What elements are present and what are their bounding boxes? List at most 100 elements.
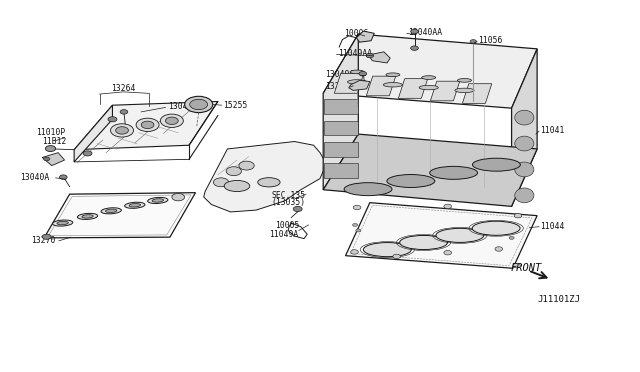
Ellipse shape (348, 80, 367, 84)
Text: SEC.135: SEC.135 (271, 191, 305, 200)
Ellipse shape (344, 183, 392, 196)
Text: 13040A: 13040A (168, 102, 197, 111)
Ellipse shape (515, 136, 534, 151)
Circle shape (141, 121, 154, 129)
Ellipse shape (419, 85, 438, 90)
Ellipse shape (458, 78, 472, 82)
Text: 11010P: 11010P (36, 128, 65, 137)
Text: (13035): (13035) (271, 198, 305, 207)
Circle shape (184, 96, 212, 113)
Circle shape (172, 193, 184, 201)
Circle shape (83, 151, 92, 156)
Text: J11101ZJ: J11101ZJ (537, 295, 580, 304)
Ellipse shape (52, 220, 73, 226)
Ellipse shape (455, 88, 474, 93)
Ellipse shape (224, 180, 250, 192)
Bar (324, 163, 358, 178)
Bar (324, 121, 358, 135)
Circle shape (213, 178, 228, 187)
Polygon shape (346, 203, 537, 268)
Ellipse shape (77, 213, 98, 219)
Circle shape (189, 99, 207, 110)
Ellipse shape (429, 166, 477, 179)
Text: 11056: 11056 (478, 36, 503, 45)
Ellipse shape (387, 174, 435, 187)
Circle shape (116, 127, 129, 134)
Ellipse shape (515, 162, 534, 177)
Ellipse shape (472, 158, 520, 171)
Ellipse shape (129, 203, 141, 207)
Text: 13040AA: 13040AA (408, 28, 442, 37)
Text: 13281: 13281 (325, 82, 349, 91)
Polygon shape (42, 153, 65, 166)
Text: 10006: 10006 (344, 29, 369, 38)
Circle shape (513, 263, 520, 268)
Circle shape (166, 117, 178, 125)
Polygon shape (463, 84, 492, 103)
Ellipse shape (125, 202, 145, 208)
Text: 13264: 13264 (111, 84, 136, 93)
Circle shape (42, 234, 51, 239)
Ellipse shape (258, 178, 280, 187)
Circle shape (356, 229, 361, 232)
Ellipse shape (101, 208, 122, 214)
Text: 11044: 11044 (540, 221, 564, 231)
Ellipse shape (515, 110, 534, 125)
Circle shape (366, 53, 374, 58)
Ellipse shape (148, 198, 168, 203)
Polygon shape (398, 78, 428, 98)
Polygon shape (49, 195, 191, 235)
Ellipse shape (515, 188, 534, 203)
Ellipse shape (82, 215, 93, 218)
Circle shape (444, 250, 452, 255)
Circle shape (393, 254, 401, 259)
Ellipse shape (436, 228, 484, 243)
Text: 13270: 13270 (31, 236, 56, 246)
Polygon shape (349, 80, 370, 90)
Circle shape (60, 175, 67, 179)
Polygon shape (370, 52, 390, 63)
Text: 11049AA: 11049AA (338, 49, 372, 58)
Ellipse shape (106, 209, 117, 212)
Circle shape (120, 110, 128, 114)
Ellipse shape (399, 235, 447, 250)
Polygon shape (366, 76, 396, 96)
Circle shape (495, 247, 502, 251)
Polygon shape (74, 105, 113, 162)
Circle shape (470, 39, 476, 43)
Circle shape (161, 114, 183, 128)
Circle shape (239, 161, 254, 170)
Text: 11B12: 11B12 (42, 137, 67, 146)
Bar (324, 142, 358, 157)
Circle shape (353, 224, 358, 227)
Polygon shape (334, 74, 364, 93)
Ellipse shape (364, 243, 412, 257)
Text: 15255: 15255 (223, 101, 247, 110)
Circle shape (514, 214, 522, 218)
Polygon shape (356, 31, 374, 42)
Text: 10005: 10005 (275, 221, 300, 230)
Circle shape (111, 124, 134, 137)
Polygon shape (430, 81, 460, 101)
Circle shape (444, 204, 452, 209)
Polygon shape (204, 141, 326, 212)
Polygon shape (511, 49, 537, 206)
Ellipse shape (57, 221, 68, 225)
Circle shape (411, 46, 419, 50)
Polygon shape (323, 34, 358, 190)
Ellipse shape (152, 199, 163, 202)
Text: 11049A: 11049A (269, 230, 298, 239)
Ellipse shape (350, 70, 364, 74)
Ellipse shape (383, 83, 403, 87)
Circle shape (45, 145, 56, 151)
Text: FRONT: FRONT (510, 263, 541, 273)
Ellipse shape (472, 221, 520, 235)
Polygon shape (323, 134, 537, 206)
Polygon shape (44, 193, 195, 238)
Circle shape (351, 250, 358, 254)
Circle shape (108, 117, 117, 122)
Ellipse shape (422, 76, 436, 79)
Circle shape (293, 206, 302, 212)
Circle shape (353, 205, 361, 210)
Text: 11041: 11041 (540, 126, 564, 135)
